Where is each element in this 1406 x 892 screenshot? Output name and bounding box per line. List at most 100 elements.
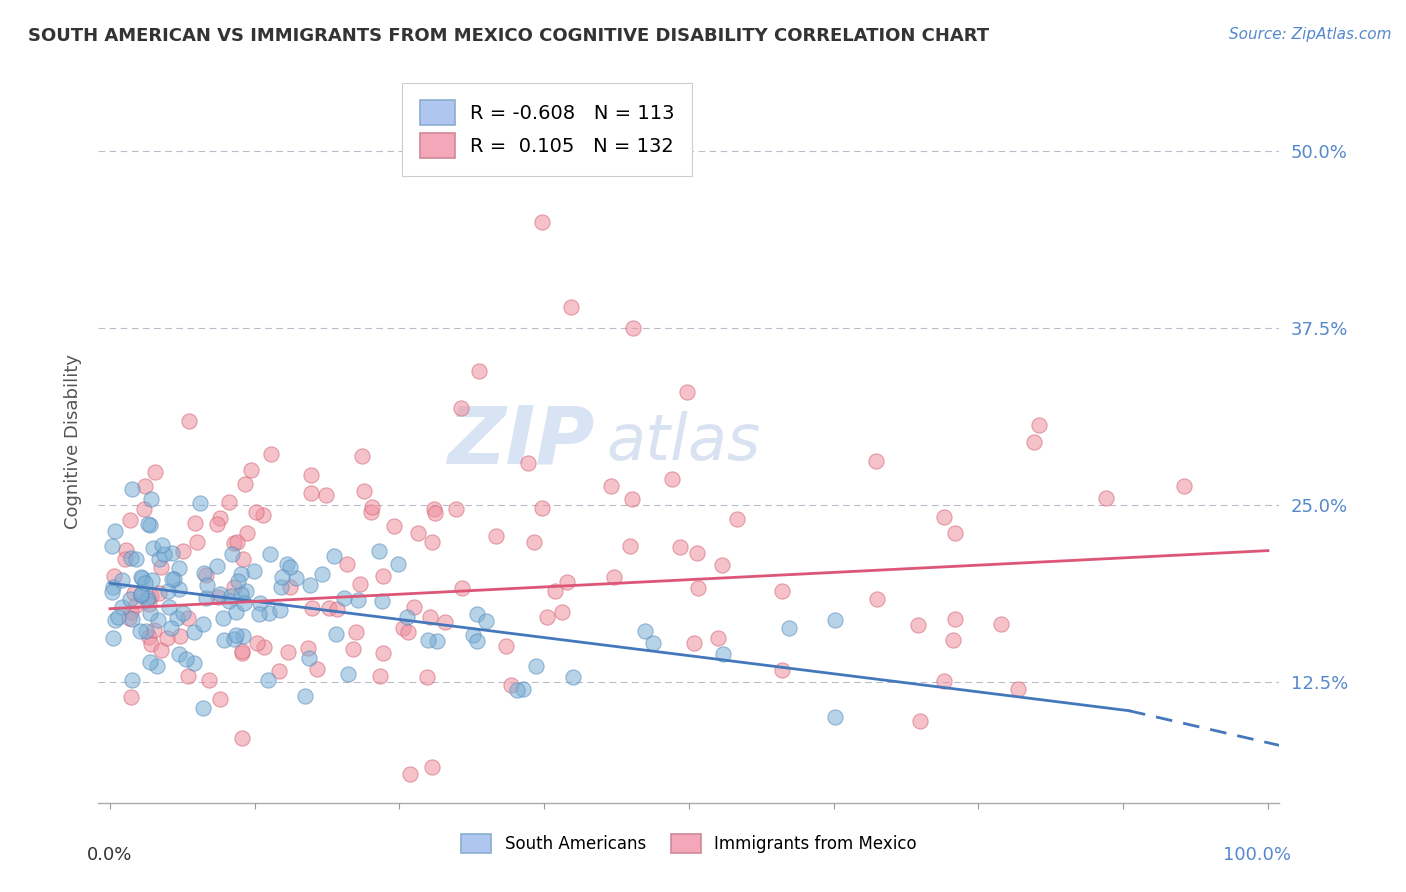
Point xyxy=(221,547,243,561)
Point xyxy=(225,605,247,619)
Point xyxy=(218,594,240,608)
Point xyxy=(619,539,641,553)
Point xyxy=(160,572,183,586)
Point xyxy=(399,767,422,781)
Point xyxy=(139,517,162,532)
Point xyxy=(373,569,395,583)
Point xyxy=(101,580,124,594)
Point xyxy=(231,731,253,745)
Point xyxy=(301,600,323,615)
Point xyxy=(152,547,174,561)
Point xyxy=(278,580,301,594)
Point xyxy=(402,599,425,614)
Point xyxy=(107,610,129,624)
Point xyxy=(139,655,162,669)
Point xyxy=(550,606,572,620)
Point xyxy=(661,472,683,486)
Point xyxy=(184,516,207,530)
Point xyxy=(371,646,394,660)
Point xyxy=(177,414,200,428)
Point xyxy=(232,596,254,610)
Point xyxy=(349,577,371,591)
Point xyxy=(101,632,124,646)
Point xyxy=(225,628,247,642)
Point xyxy=(524,659,547,673)
Point xyxy=(337,667,360,681)
Point xyxy=(212,611,235,625)
Point xyxy=(207,590,229,604)
Point xyxy=(342,641,364,656)
Point xyxy=(270,570,292,584)
Point xyxy=(269,602,291,616)
Point xyxy=(235,583,257,598)
Point xyxy=(246,636,269,650)
Point xyxy=(344,624,367,639)
Point xyxy=(544,583,567,598)
Point xyxy=(239,462,262,476)
Point xyxy=(301,468,323,483)
Point xyxy=(294,689,316,703)
Point xyxy=(132,502,155,516)
Text: atlas: atlas xyxy=(606,410,761,473)
Point xyxy=(101,585,124,599)
Point xyxy=(141,573,163,587)
Point xyxy=(465,634,488,648)
Point xyxy=(305,662,328,676)
Point xyxy=(361,500,384,514)
Point xyxy=(169,628,191,642)
Point xyxy=(121,612,143,626)
Point xyxy=(683,636,706,650)
Point xyxy=(111,573,134,587)
Point xyxy=(866,592,889,607)
Point xyxy=(461,628,484,642)
Point xyxy=(336,558,359,572)
Text: SOUTH AMERICAN VS IMMIGRANTS FROM MEXICO COGNITIVE DISABILITY CORRELATION CHART: SOUTH AMERICAN VS IMMIGRANTS FROM MEXICO… xyxy=(28,27,990,45)
Point xyxy=(249,596,271,610)
Point xyxy=(621,321,644,335)
Point xyxy=(1095,491,1118,506)
Point xyxy=(311,567,333,582)
Point xyxy=(166,611,188,625)
Point xyxy=(353,484,375,499)
Point xyxy=(167,561,190,575)
Point xyxy=(416,670,439,684)
Point xyxy=(711,648,734,662)
Point xyxy=(360,505,382,519)
Point xyxy=(990,617,1012,632)
Point xyxy=(426,634,449,648)
Point xyxy=(420,760,443,774)
Point xyxy=(382,518,405,533)
Point xyxy=(188,495,211,509)
Point xyxy=(267,664,290,678)
Point xyxy=(633,624,655,639)
Point xyxy=(260,447,283,461)
Point xyxy=(150,538,173,552)
Point xyxy=(824,709,846,723)
Point xyxy=(232,629,254,643)
Point xyxy=(172,606,194,620)
Point xyxy=(299,486,322,500)
Point xyxy=(193,700,215,714)
Point xyxy=(121,482,143,496)
Point xyxy=(1173,479,1195,493)
Point xyxy=(561,670,583,684)
Point xyxy=(422,502,444,516)
Point xyxy=(350,449,373,463)
Point xyxy=(172,544,194,558)
Point xyxy=(194,591,217,605)
Point xyxy=(148,551,170,566)
Point xyxy=(422,535,444,549)
Point xyxy=(943,612,966,626)
Point xyxy=(368,544,391,558)
Text: 100.0%: 100.0% xyxy=(1223,847,1291,864)
Point xyxy=(131,571,153,585)
Point xyxy=(129,588,152,602)
Point xyxy=(111,600,134,615)
Point xyxy=(1022,434,1045,449)
Point xyxy=(907,618,929,632)
Point xyxy=(602,569,624,583)
Point xyxy=(396,624,419,639)
Point xyxy=(104,524,127,538)
Point xyxy=(174,651,197,665)
Point xyxy=(243,565,266,579)
